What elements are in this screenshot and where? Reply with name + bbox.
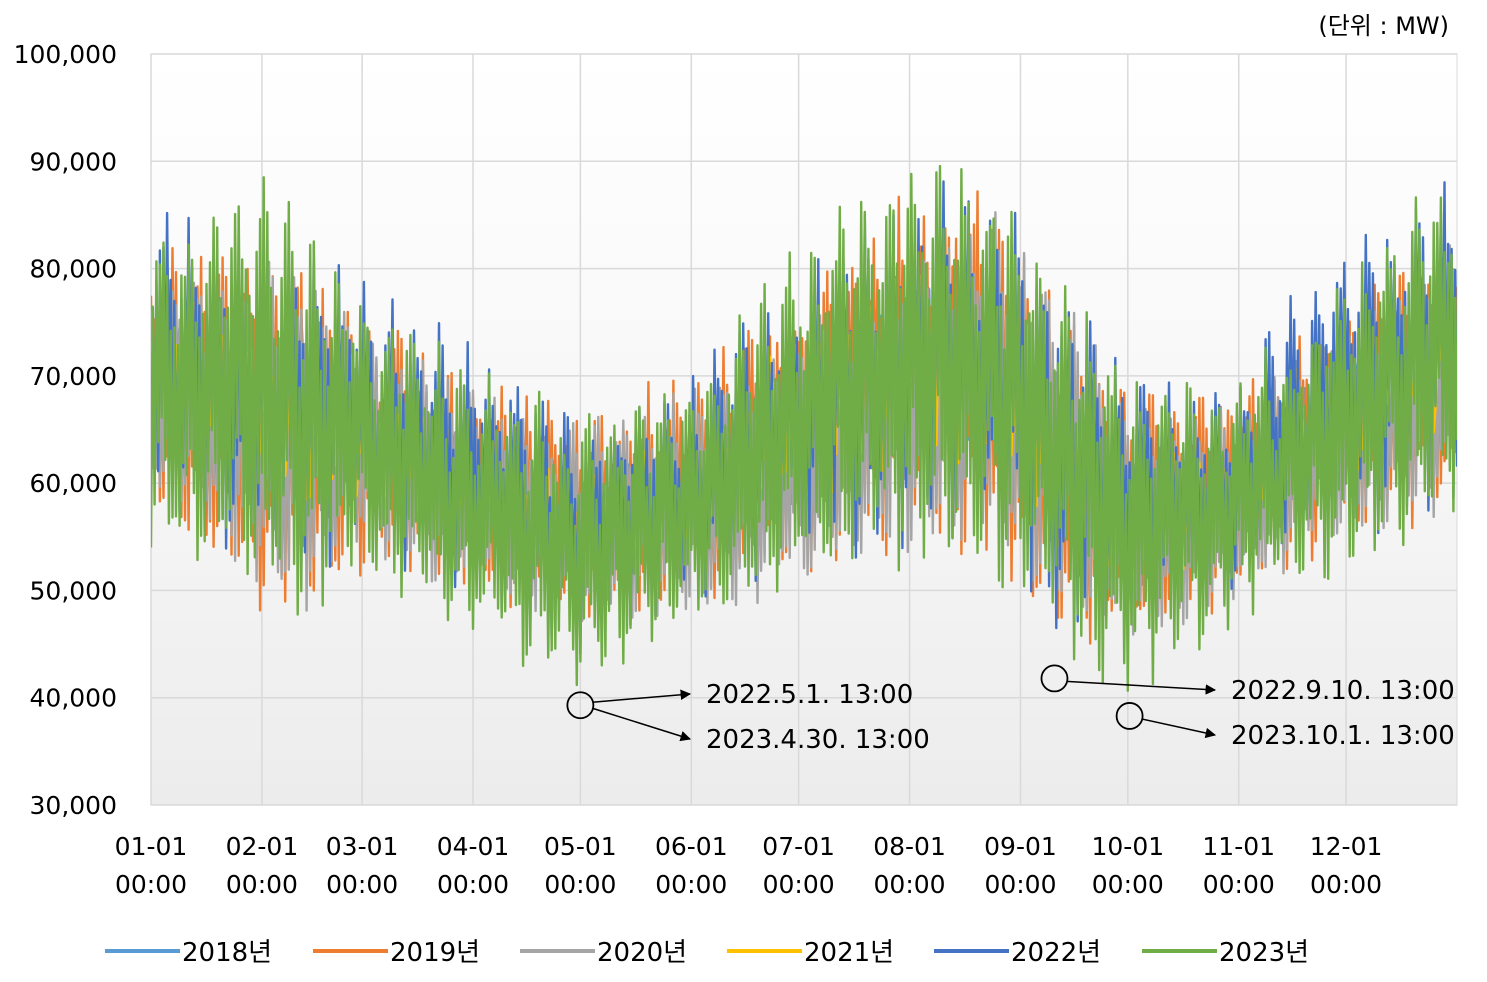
annotation-circle (566, 691, 595, 720)
annotation-label: 2022.9.10. 13:00 (1231, 676, 1455, 706)
annotation-label: 2022.5.1. 13:00 (706, 680, 913, 710)
x-tick-label: 12-01 (1310, 832, 1383, 861)
legend-item-6: 2023년 (1142, 938, 1309, 968)
annotation-label: 2023.4.30. 13:00 (706, 725, 930, 755)
annotation-arrow (1141, 718, 1217, 739)
x-tick-label: 03-01 (326, 832, 399, 861)
series-line-6 (151, 164, 1457, 692)
annotation-circle (1115, 702, 1144, 730)
annotation-arrow (592, 707, 692, 742)
annotation-circle (1040, 664, 1069, 693)
x-tick-label: 01-01 (115, 832, 188, 861)
x-tick-label: 00:00 (984, 870, 1056, 899)
x-tick-label: 02-01 (226, 832, 299, 861)
y-axis: 30,000 40,000 50,000 60,000 70,000 80,000 90,0… (14, 40, 117, 820)
x-tick-label: 09-01 (984, 832, 1057, 861)
annotation-arrow (1066, 680, 1217, 695)
x-tick-label: 00:00 (655, 870, 727, 899)
legend-item-2: 2019년 (313, 938, 480, 968)
x-tick-label: 00:00 (226, 870, 298, 899)
legend-item-5: 2022년 (934, 938, 1101, 968)
series-layer (151, 164, 1457, 692)
x-tick-label: 00:00 (763, 870, 835, 899)
y-tick-label: 80,000 (30, 255, 117, 284)
y-tick-label: 70,000 (30, 362, 117, 391)
y-tick-label: 40,000 (30, 684, 117, 713)
legend-item-4: 2021년 (727, 938, 894, 968)
y-tick-label: 90,000 (30, 147, 117, 176)
legend-label: 2021년 (804, 938, 894, 968)
unit-label: (단위 : MW) (1318, 12, 1449, 40)
legend-label: 2020년 (597, 938, 687, 968)
x-axis: 01-01 00:00 02-01 00:00 03-01 00:00 04-01 00:00… (115, 832, 1383, 899)
legend-label: 2022년 (1011, 938, 1101, 968)
x-tick-label: 00:00 (437, 870, 509, 899)
x-tick-label: 11-01 (1202, 832, 1275, 861)
x-tick-label: 10-01 (1091, 832, 1164, 861)
annotation-arrow (592, 689, 692, 703)
legend-item-1: 2018년 (105, 938, 272, 968)
x-tick-label: 00:00 (544, 870, 616, 899)
annotation-label: 2023.10.1. 13:00 (1231, 721, 1455, 751)
legend: 2018년 2019년 2020년 2021년 2022년 2023년 (105, 938, 1309, 968)
x-tick-label: 00:00 (115, 870, 187, 899)
x-tick-label: 06-01 (655, 832, 728, 861)
x-tick-label: 00:00 (874, 870, 946, 899)
x-tick-label: 05-01 (544, 832, 617, 861)
x-tick-label: 00:00 (1203, 870, 1275, 899)
x-tick-label: 04-01 (437, 832, 510, 861)
legend-item-3: 2020년 (520, 938, 687, 968)
x-tick-label: 07-01 (762, 832, 835, 861)
legend-label: 2023년 (1219, 938, 1309, 968)
x-tick-label: 00:00 (1092, 870, 1164, 899)
y-tick-label: 50,000 (30, 576, 117, 605)
x-tick-label: 00:00 (326, 870, 398, 899)
x-tick-label: 00:00 (1310, 870, 1382, 899)
legend-label: 2018년 (182, 938, 272, 968)
y-tick-label: 100,000 (14, 40, 117, 69)
annotations: 2022.5.1. 13:00 2023.4.30. 13:00 2022.9.10… (566, 664, 1455, 755)
y-tick-label: 60,000 (30, 469, 117, 498)
legend-label: 2019년 (390, 938, 480, 968)
y-tick-label: 30,000 (30, 791, 117, 820)
x-tick-label: 08-01 (873, 832, 946, 861)
